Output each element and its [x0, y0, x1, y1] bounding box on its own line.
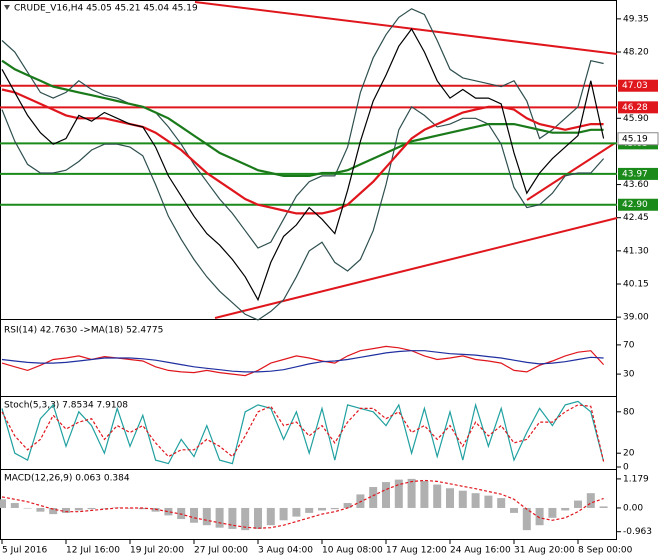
y-tick-label: 40.15 — [623, 279, 649, 289]
series-line — [1, 8, 604, 249]
histogram-bar — [535, 507, 544, 526]
histogram-bar — [394, 479, 403, 508]
histogram-bar — [484, 495, 493, 508]
y-tick-label: 80 — [623, 407, 635, 417]
histogram-bar — [497, 498, 506, 508]
series-line — [1, 105, 605, 321]
histogram-bar — [458, 490, 467, 508]
symbol-icon — [4, 5, 10, 10]
y-tick-label: 42.45 — [623, 213, 649, 223]
histogram-bar — [330, 507, 339, 510]
y-tick-label: 48.20 — [623, 48, 649, 58]
histogram-bar — [266, 507, 275, 526]
histogram-bar — [446, 488, 454, 508]
panel-title: RSI(14) 42.7630 ->MA(18) 52.4775 — [4, 326, 163, 336]
x-tick-label: 12 Jul 16:00 — [66, 546, 120, 556]
histogram-bar — [318, 507, 326, 511]
histogram-bar — [23, 507, 32, 509]
histogram-bar — [100, 507, 109, 509]
series-line — [1, 404, 605, 462]
x-tick-label: 19 Jul 20:00 — [130, 546, 184, 556]
histogram-bar — [190, 507, 198, 523]
histogram-bar — [49, 507, 58, 515]
panel-title: MACD(12,26,9) 0.063 0.384 — [4, 474, 130, 484]
histogram-bar — [433, 484, 442, 508]
level-box — [618, 198, 658, 211]
y-tick-label: 41.30 — [623, 246, 649, 256]
histogram-bar — [305, 507, 314, 513]
histogram-bar — [522, 507, 531, 531]
y-tick-label: 0 — [623, 463, 629, 473]
series-line — [1, 27, 605, 302]
histogram-bar — [0, 499, 6, 508]
series-line — [1, 345, 605, 377]
trendline — [526, 142, 616, 201]
histogram-bar — [126, 507, 134, 509]
series-line — [1, 88, 604, 215]
y-tick-label: 45.90 — [623, 114, 649, 124]
level-box — [618, 101, 658, 114]
level-label: 42.90 — [622, 200, 648, 210]
trendline — [194, 1, 618, 55]
y-tick-label: 30 — [623, 370, 635, 380]
histogram-bar — [87, 507, 96, 510]
x-tick-label: 17 Aug 12:00 — [386, 546, 447, 556]
y-tick-label: -0.963 — [623, 527, 652, 537]
histogram-bar — [407, 478, 416, 508]
x-tick-label: 10 Aug 08:00 — [322, 546, 383, 556]
histogram-bar — [292, 507, 301, 517]
y-tick-label: 1.179 — [623, 474, 649, 484]
level-label: 43.97 — [622, 169, 648, 179]
y-tick-label: 39.00 — [623, 313, 649, 323]
histogram-bar — [599, 506, 608, 508]
series-line — [1, 59, 604, 177]
series-line — [1, 479, 604, 529]
histogram-bar — [279, 507, 288, 521]
y-tick-label: 43.60 — [623, 180, 649, 190]
panel-title: CRUDE_V16,H4 45.05 45.21 45.04 45.19 — [14, 4, 198, 14]
y-tick-label: 20 — [623, 449, 635, 459]
histogram-bar — [151, 507, 160, 512]
x-tick-label: 5 Jul 2016 — [2, 546, 47, 556]
y-tick-label: 0.00 — [623, 503, 643, 513]
last-price-box — [617, 132, 659, 146]
histogram-bar — [228, 507, 237, 529]
histogram-bar — [369, 487, 378, 508]
x-tick-label: 27 Jul 00:00 — [194, 546, 248, 556]
histogram-bar — [561, 507, 570, 511]
histogram-bar — [74, 507, 83, 511]
histogram-bar — [420, 480, 429, 508]
series-line — [1, 400, 605, 465]
panel-title: Stoch(5,3,3) 7.8534 7.9108 — [4, 401, 128, 411]
x-tick-label: 3 Aug 04:00 — [258, 546, 313, 556]
y-tick-label: 49.35 — [623, 14, 649, 24]
level-label: 46.28 — [622, 103, 648, 113]
last-price-label: 45.19 — [622, 134, 648, 144]
series-line — [1, 350, 604, 373]
frame — [0, 0, 617, 540]
level-label: 47.03 — [622, 81, 648, 91]
histogram-bar — [36, 507, 45, 512]
histogram-bar — [574, 500, 582, 508]
histogram-bar — [10, 503, 19, 508]
x-tick-label: 31 Aug 20:00 — [514, 546, 575, 556]
histogram-bar — [254, 507, 262, 529]
histogram-bar — [343, 503, 352, 508]
histogram-bar — [586, 493, 595, 508]
histogram-bar — [62, 507, 70, 513]
histogram-bar — [215, 507, 224, 528]
histogram-bar — [202, 507, 211, 526]
histogram-bar — [241, 507, 250, 531]
level-box — [618, 79, 658, 92]
histogram-bar — [382, 482, 390, 508]
x-tick-label: 8 Sep 00:00 — [578, 546, 633, 556]
x-tick-label: 24 Aug 16:00 — [450, 546, 511, 556]
histogram-bar — [164, 507, 173, 516]
histogram-bar — [510, 507, 518, 513]
y-tick-label: 70 — [623, 340, 635, 350]
histogram-bar — [471, 493, 480, 508]
histogram-bar — [548, 507, 557, 518]
level-box — [618, 167, 658, 180]
